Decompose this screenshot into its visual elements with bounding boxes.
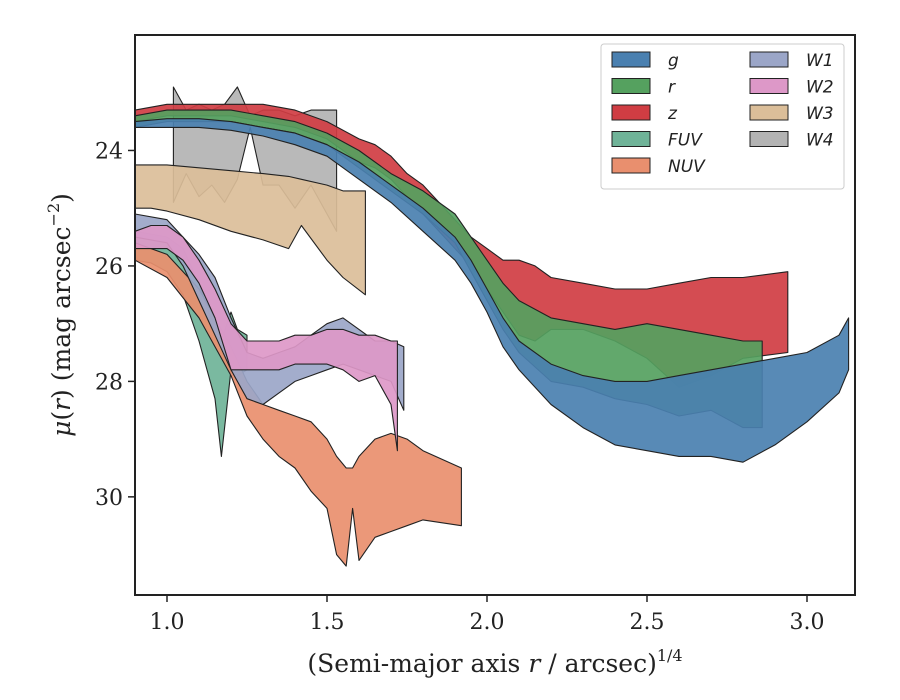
legend-label-w2: W2 [806, 78, 834, 98]
legend-swatch-w4 [749, 131, 789, 147]
x-axis-label-sup: 1/4 [657, 646, 683, 665]
plot-frame [134, 34, 856, 596]
band-w3 [134, 164, 366, 296]
y-axis-label-var: r [47, 397, 76, 411]
bands-layer [134, 86, 850, 567]
legend-swatch-g [611, 51, 651, 68]
legend-label-w1: W1 [806, 51, 834, 71]
x-axis-label: (Semi-major axis r / arcsec)1/4 [307, 646, 682, 678]
legend-label-g: g [668, 51, 679, 71]
y-tick-label: 30 [95, 486, 123, 511]
legend-label-nuv: NUV [668, 157, 706, 177]
x-axis-label-pre: (Semi-major axis [307, 649, 528, 678]
y-tick-label: 24 [95, 139, 123, 164]
y-axis-label-end: ) [47, 193, 76, 203]
y-axis-label-mu: μ [47, 421, 76, 437]
y-axis-label-close: ) [47, 389, 76, 399]
legend-label-z: z [667, 104, 678, 124]
legend-label-w4: W4 [806, 131, 834, 151]
legend-label-fuv: FUV [668, 131, 703, 151]
legend-swatch-w3 [749, 104, 789, 121]
y-axis-label: μ(r) (mag arcsec−2) [44, 193, 76, 437]
y-axis-label-open: ( [47, 411, 76, 421]
legend-swatch-w1 [749, 51, 789, 68]
x-tick-label: 2.0 [470, 610, 505, 635]
legend-swatch-nuv [611, 157, 651, 174]
y-axis-label-sup: −2 [44, 203, 63, 227]
x-axis: 1.0 1.5 2.0 2.5 3.0 [150, 595, 825, 635]
legend-label-r: r [668, 78, 676, 98]
x-axis-label-post: / arcsec) [540, 649, 657, 678]
legend: grz FUV NUV W1 W2 W3 W4 [600, 43, 845, 190]
legend-label-w3: W3 [806, 104, 834, 124]
band-g [134, 118, 850, 463]
x-axis-label-var: r [528, 649, 542, 678]
legend-swatch-z [611, 104, 651, 121]
x-tick-label: 1.0 [150, 610, 185, 635]
legend-swatch-w2 [749, 78, 789, 94]
y-axis: 24 26 28 30 [95, 139, 135, 511]
y-axis-label-unit: (mag arcsec [47, 226, 76, 389]
x-tick-label: 2.5 [630, 610, 665, 635]
y-tick-label: 28 [95, 370, 123, 395]
x-tick-label: 3.0 [790, 610, 825, 635]
legend-swatch-fuv [611, 131, 651, 147]
band-w2 [134, 224, 398, 452]
x-tick-label: 1.5 [310, 610, 345, 635]
y-tick-label: 26 [95, 255, 123, 280]
legend-swatch-r [611, 78, 651, 94]
